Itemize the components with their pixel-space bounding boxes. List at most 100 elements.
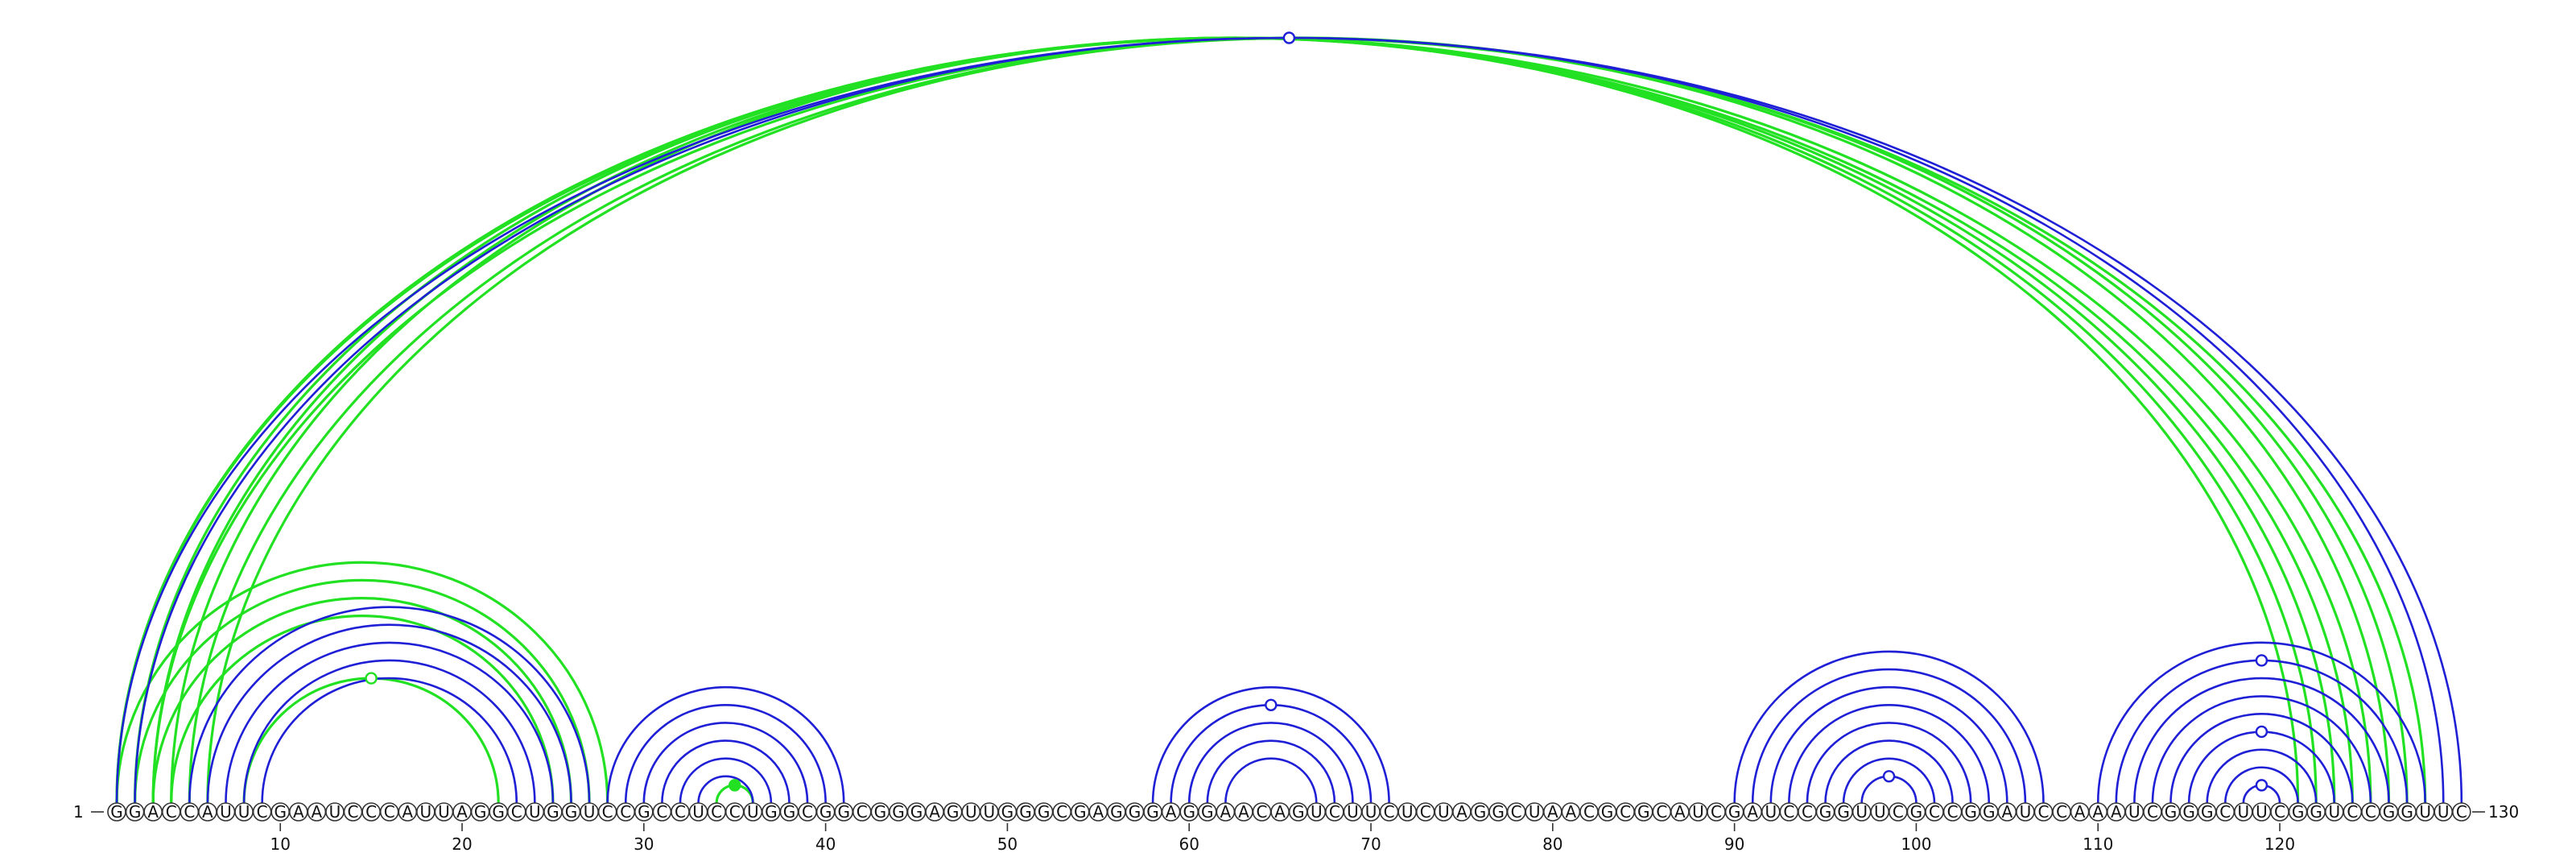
nucleotide-letter: G bbox=[1292, 802, 1305, 822]
position-tick-label: 50 bbox=[997, 834, 1018, 854]
nucleotide-letter: C bbox=[1384, 802, 1395, 822]
nucleotide-letter: G bbox=[547, 802, 559, 822]
nucleotide-letter: A bbox=[1674, 802, 1686, 822]
pair-arc-blue bbox=[188, 606, 591, 804]
nucleotide-letter: A bbox=[1220, 802, 1232, 822]
nucleotide-letter: C bbox=[802, 802, 813, 822]
pair-arc-blue bbox=[225, 641, 555, 804]
nucleotide-letter: G bbox=[110, 802, 123, 822]
nucleotide-letter: C bbox=[1802, 802, 1813, 822]
nucleotide-letter: G bbox=[1819, 802, 1832, 822]
nucleotide-letter: G bbox=[474, 802, 487, 822]
pair-arc-blue bbox=[206, 623, 572, 804]
nucleotide-letter: C bbox=[257, 802, 268, 822]
nucleotide-letter: C bbox=[184, 802, 195, 822]
nucleotide-letter: U bbox=[2238, 802, 2250, 822]
start-label: 1 bbox=[73, 802, 84, 822]
nucleotide-letter: C bbox=[2456, 802, 2467, 822]
nucleotide-letter: C bbox=[2219, 802, 2231, 822]
nucleotide-letter: U bbox=[1365, 802, 1377, 822]
nucleotide-letter: C bbox=[1893, 802, 1904, 822]
arc-apex-marker bbox=[2255, 779, 2268, 792]
nucleotide-letter: G bbox=[1038, 802, 1051, 822]
nucleotide-letter: A bbox=[293, 802, 304, 822]
position-tick-label: 40 bbox=[815, 834, 836, 854]
nucleotide-letter: G bbox=[1601, 802, 1614, 822]
pair-arc-green bbox=[133, 36, 2336, 804]
nucleotide-letter: G bbox=[2292, 802, 2305, 822]
nucleotide-letter: U bbox=[220, 802, 232, 822]
nucleotide-letter: A bbox=[312, 802, 323, 822]
nucleotide-letter: U bbox=[984, 802, 996, 822]
position-tick-label: 70 bbox=[1360, 834, 1381, 854]
nucleotide-letter: G bbox=[1146, 802, 1159, 822]
position-tick-label: 120 bbox=[2264, 834, 2295, 854]
arc-apex-marker bbox=[729, 779, 741, 792]
pair-arc-blue bbox=[1788, 704, 1991, 804]
nucleotide-letter: U bbox=[747, 802, 759, 822]
pair-arc-blue bbox=[2151, 694, 2372, 804]
nucleotide-letter: U bbox=[2256, 802, 2268, 822]
nucleotide-letter: C bbox=[166, 802, 177, 822]
nucleotide-letter: G bbox=[1983, 802, 1996, 822]
arc-apex-marker bbox=[1882, 770, 1896, 783]
nucleotide-letter: A bbox=[2074, 802, 2086, 822]
nucleotide-letter: U bbox=[420, 802, 432, 822]
pair-arc-green bbox=[115, 36, 2354, 804]
pair-arc-green bbox=[188, 36, 2409, 804]
nucleotide-letter: G bbox=[565, 802, 578, 822]
pair-arc-blue bbox=[2169, 713, 2354, 804]
pair-arc-blue bbox=[1769, 685, 2008, 804]
pair-arc-blue bbox=[1170, 704, 1373, 804]
pair-arc-blue bbox=[2133, 677, 2390, 804]
nucleotide-letter: A bbox=[929, 802, 940, 822]
nucleotide-letter: A bbox=[2092, 802, 2103, 822]
nucleotide-letter: G bbox=[1183, 802, 1195, 822]
pair-arc-green bbox=[151, 36, 2318, 804]
nucleotide-letter: U bbox=[1402, 802, 1414, 822]
nucleotide-letter: C bbox=[1929, 802, 1940, 822]
nucleotide-letter: U bbox=[1692, 802, 1704, 822]
nucleotide-letter: G bbox=[1474, 802, 1487, 822]
pair-arc-green bbox=[170, 36, 2300, 804]
pair-arc-blue bbox=[1224, 757, 1318, 804]
nucleotide-letter: U bbox=[1438, 802, 1450, 822]
nucleotide-letter: G bbox=[638, 802, 650, 822]
nucleotide-letter: C bbox=[1656, 802, 1667, 822]
pair-arc-blue bbox=[2223, 766, 2299, 804]
nucleotide-letter: G bbox=[1201, 802, 1214, 822]
position-tick-label: 30 bbox=[634, 834, 654, 854]
pair-arc-blue bbox=[697, 775, 754, 804]
nucleotide-letter: G bbox=[274, 802, 287, 822]
position-axis: 10 20 30 40 50 60 70 80 90 100 110 120 bbox=[270, 823, 2295, 854]
nucleotide-letter: G bbox=[129, 802, 142, 822]
nucleotide-letter: G bbox=[783, 802, 796, 822]
pair-arc-blue bbox=[1824, 739, 1954, 804]
nucleotide-letter: G bbox=[1637, 802, 1650, 822]
nucleotide-letter: G bbox=[2165, 802, 2178, 822]
nucleotide-letter: C bbox=[1420, 802, 1431, 822]
nucleotide-letter: U bbox=[2438, 802, 2450, 822]
arc-layer bbox=[115, 36, 2463, 804]
nucleotide-letter: G bbox=[2182, 802, 2195, 822]
end-label: 130 bbox=[2488, 802, 2519, 822]
position-tick-label: 100 bbox=[1901, 834, 1931, 854]
nucleotide-letter: A bbox=[1092, 802, 1104, 822]
pair-arc-blue bbox=[1151, 685, 1390, 804]
nucleotide-letter: A bbox=[1547, 802, 1558, 822]
nucleotide-letter: U bbox=[2128, 802, 2140, 822]
sequence-ends: 1 130 bbox=[73, 802, 2519, 822]
nucleotide-letter: U bbox=[692, 802, 704, 822]
arc-apex-marker bbox=[2255, 725, 2268, 739]
nucleotide-letter: C bbox=[1329, 802, 1340, 822]
pair-arc-blue bbox=[624, 704, 827, 804]
nucleotide-letter: C bbox=[1056, 802, 1067, 822]
nucleotide-letter: C bbox=[511, 802, 522, 822]
nucleotide-letter: C bbox=[857, 802, 868, 822]
pair-arc-blue bbox=[1842, 757, 1936, 804]
nucleotide-letter: G bbox=[874, 802, 887, 822]
nucleotide-letter: A bbox=[202, 802, 213, 822]
nucleotide-letter: C bbox=[2056, 802, 2067, 822]
